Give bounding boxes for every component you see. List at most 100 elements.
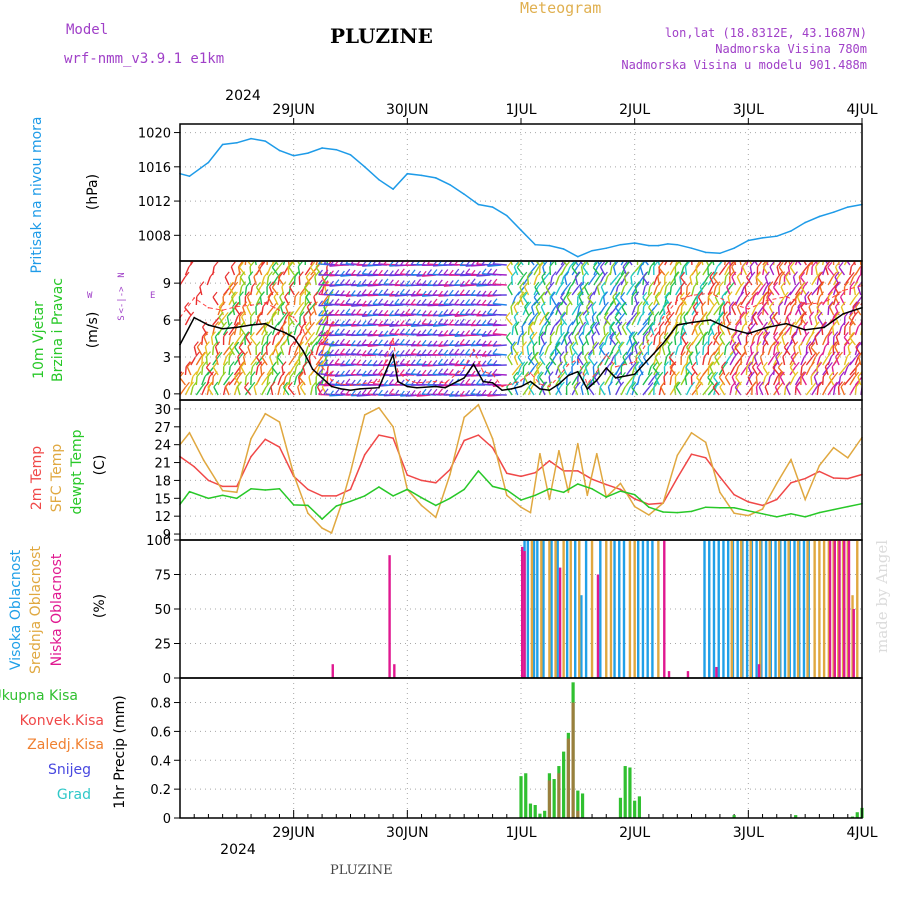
wind-barb-flag (228, 371, 234, 378)
wind-barb-flag (647, 291, 653, 298)
wind-barb-flag (481, 340, 487, 347)
wind-barb-flag (323, 338, 329, 345)
wind-barb (778, 266, 786, 276)
wind-barb-flag (735, 371, 741, 378)
wind-barb (204, 287, 207, 295)
wind-barb (631, 386, 636, 396)
wind-barb (654, 376, 660, 386)
wind-barb (852, 261, 857, 266)
series-point (832, 211, 835, 213)
wind-barb-flag (686, 341, 692, 348)
wind-barb (511, 366, 519, 376)
wind-barb (772, 346, 776, 356)
wind-barb-flag (681, 331, 687, 338)
cloud-label-mid: Srednja Oblacnost (28, 546, 44, 674)
series-bar (584, 540, 588, 678)
wind-barb-flag (481, 310, 487, 317)
wind-barb-flag (394, 308, 400, 315)
wind-barb-flag (745, 301, 751, 307)
series-point (449, 497, 451, 500)
wind-barb-flag (543, 311, 549, 318)
precip-panel: 00.20.40.60.8 (150, 677, 864, 827)
wind-barb (680, 276, 688, 286)
wind-barb-flag (536, 361, 542, 368)
wind-barb-flag (586, 301, 592, 308)
series-bar (637, 796, 642, 818)
wind-barb-flag (685, 291, 691, 298)
wind-barb-flag (367, 309, 372, 316)
wind-barb (545, 366, 551, 376)
wind-barb-flag (670, 281, 676, 287)
wind-barb-flag (383, 261, 388, 265)
wind-barb-flag (356, 349, 362, 355)
wind-barb-flag (802, 252, 806, 257)
wind-barb (308, 376, 312, 386)
wind-barb-flag (514, 321, 520, 328)
wind-barb-flag (345, 279, 351, 285)
wind-barb (634, 366, 639, 376)
wind-barb-flag (739, 252, 743, 257)
wind-barb-flag (339, 328, 345, 335)
wind-barb (584, 366, 590, 376)
wind-barb (255, 326, 263, 336)
wind-barb (658, 286, 664, 296)
wind-barb-flag (541, 271, 547, 278)
wind-barb-flag (548, 371, 554, 378)
wind-barb (505, 317, 513, 326)
series-point (520, 385, 522, 388)
wind-barb-flag (769, 252, 773, 257)
wind-barb-flag (305, 252, 309, 257)
wind-barb (304, 296, 307, 306)
wind-barb-flag (328, 330, 334, 336)
wind-barb-flag (294, 291, 300, 297)
series-bar (519, 776, 523, 818)
wind-barb-flag (582, 361, 588, 368)
wind-barb (682, 326, 688, 336)
wind-barb-flag (801, 311, 807, 318)
wind-barb-flag (618, 341, 624, 348)
wind-barb-flag (509, 252, 513, 257)
wind-barb-flag (270, 381, 276, 388)
wind-barb-flag (519, 281, 525, 288)
wind-barb-flag (755, 271, 761, 278)
wind-barb (821, 376, 824, 386)
wind-barb-flag (328, 370, 334, 377)
wind-barb (593, 286, 598, 296)
wind-barb-flag (712, 271, 718, 278)
wind-barb-flag (399, 349, 405, 356)
series-bar (758, 540, 762, 678)
wind-barb (544, 326, 548, 336)
wind-barb-flag (632, 312, 638, 318)
wind-barb (230, 296, 236, 306)
wind-barb (545, 286, 551, 296)
wind-barb (657, 267, 666, 276)
series-bar (657, 540, 660, 678)
wind-barb-flag (688, 351, 694, 358)
wind-barb-flag (459, 318, 465, 325)
wind-barb-flag (733, 252, 737, 257)
wind-barb-flag (215, 341, 221, 348)
wind-barb-flag (281, 321, 287, 328)
wind-barb-flag (554, 351, 560, 358)
wind-barb-flag (465, 330, 471, 336)
wind-barb-flag (194, 351, 200, 358)
wind-barb-flag (437, 261, 443, 266)
wind-barb-flag (339, 370, 345, 377)
wind-barb (277, 386, 281, 396)
precip-legend-hail: Grad (57, 787, 91, 803)
series-point (747, 501, 750, 503)
wind-barb-flag (383, 310, 389, 316)
series-point (278, 446, 281, 448)
wind-barb (521, 326, 524, 336)
series-point (330, 379, 333, 382)
wind-barb (223, 287, 231, 296)
wind-barb-flag (268, 291, 274, 298)
wind-barb (255, 296, 261, 306)
wind-barb-flag (318, 288, 324, 295)
wind-barb (604, 336, 608, 346)
series-point (359, 388, 361, 390)
wind-barb-flag (736, 301, 742, 308)
wind-barb-flag (233, 321, 239, 328)
wind-barb-flag (832, 381, 838, 388)
wind-barb (584, 316, 590, 326)
